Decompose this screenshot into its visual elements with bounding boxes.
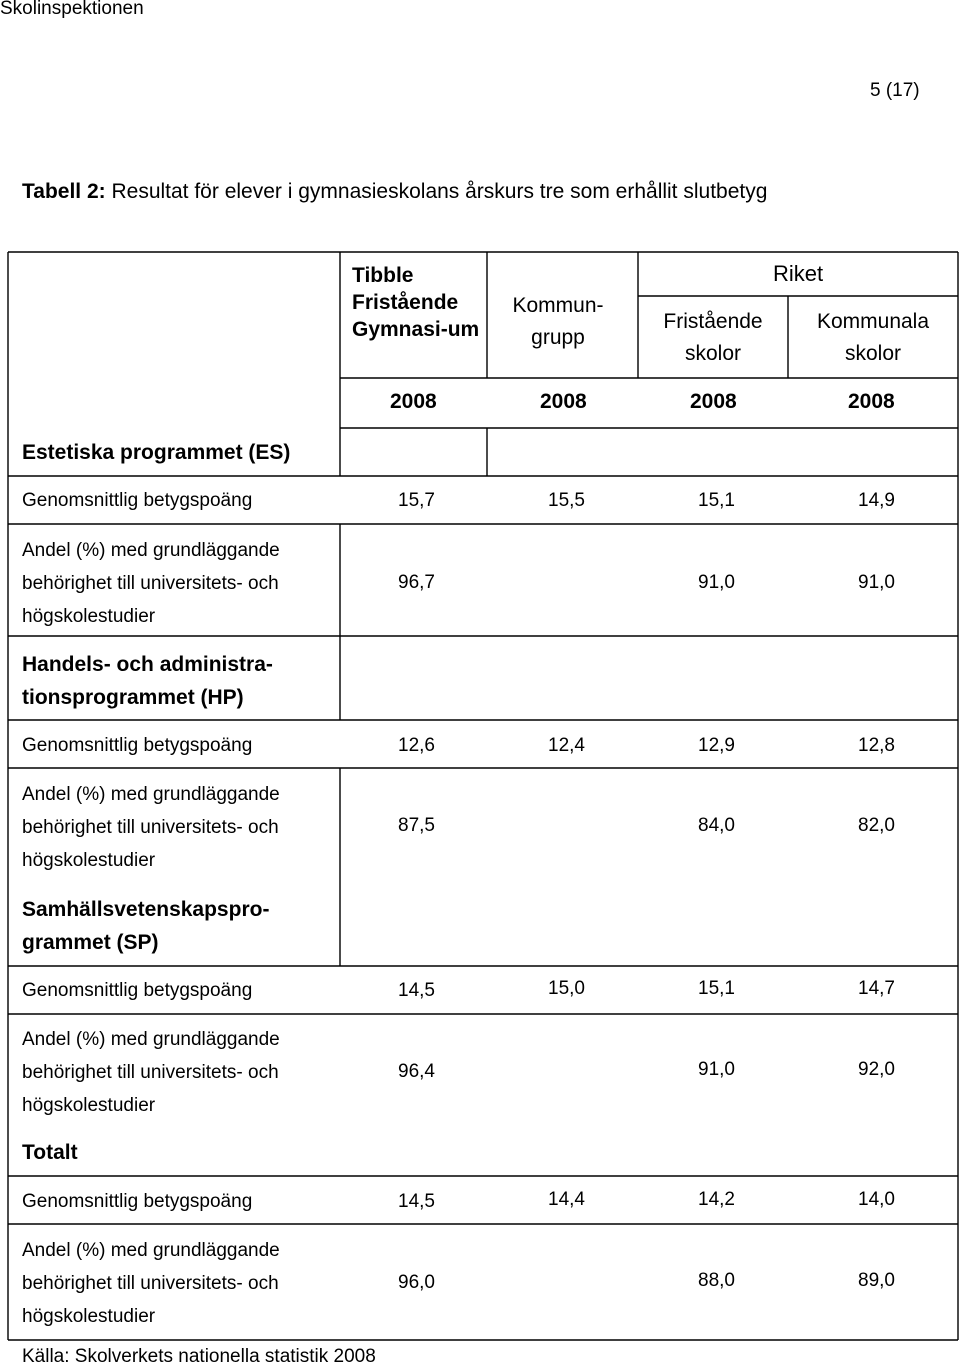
cell-value: 91,0	[698, 1059, 735, 1080]
section-title-es: Estetiska programmet (ES)	[22, 441, 291, 464]
cell-value: 15,5	[548, 490, 585, 511]
caption-label: Tabell 2:	[22, 180, 106, 203]
cell-value: 15,0	[548, 978, 585, 999]
col-header-tibble: Tibble Fristående Gymnasi-um	[352, 264, 480, 341]
page-number: 5 (17)	[870, 80, 920, 101]
row-label: Genomsnittlig betygspoäng	[22, 490, 253, 511]
cell-value: 89,0	[858, 1270, 895, 1291]
document-header: Skolinspektionen	[0, 0, 144, 19]
cell-value: 91,0	[698, 572, 735, 593]
cell-value: 91,0	[858, 572, 895, 593]
cell-value: 82,0	[858, 815, 895, 836]
cell-value: 96,0	[398, 1272, 435, 1293]
year-col-3: 2008	[690, 390, 737, 413]
col-header-kommungrupp: Kommun-grupp	[512, 294, 604, 349]
caption-text: Resultat för elever i gymnasieskolans år…	[105, 180, 768, 203]
year-col-1: 2008	[390, 390, 437, 413]
row-label: Andel (%) med grundläggande behörighet t…	[22, 540, 280, 627]
row-label: Genomsnittlig betygspoäng	[22, 1191, 253, 1212]
cell-value: 15,1	[698, 978, 735, 999]
cell-value: 12,8	[858, 735, 895, 756]
source-note: Källa: Skolverkets nationella statistik …	[22, 1346, 376, 1367]
cell-value: 96,7	[398, 572, 435, 593]
cell-value: 14,0	[858, 1189, 895, 1210]
cell-value: 14,5	[398, 1191, 435, 1212]
cell-value: 15,1	[698, 490, 735, 511]
cell-value: 12,9	[698, 735, 735, 756]
cell-value: 14,4	[548, 1189, 585, 1210]
cell-value: 14,5	[398, 980, 435, 1001]
year-col-4: 2008	[848, 390, 895, 413]
cell-value: 15,7	[398, 490, 435, 511]
section-title-totalt: Totalt	[22, 1141, 78, 1164]
cell-value: 96,4	[398, 1061, 435, 1082]
year-col-2: 2008	[540, 390, 587, 413]
col-header-riket: Riket	[772, 261, 824, 286]
cell-value: 14,9	[858, 490, 895, 511]
cell-value: 12,4	[548, 735, 585, 756]
section-title-hp: Handels- och administra-tionsprogrammet …	[22, 653, 273, 709]
row-label: Andel (%) med grundläggande behörighet t…	[22, 784, 280, 871]
row-label: Genomsnittlig betygspoäng	[22, 980, 253, 1001]
section-title-sp: Samhällsvetenskapspro-grammet (SP)	[22, 898, 270, 954]
cell-value: 92,0	[858, 1059, 895, 1080]
cell-value: 12,6	[398, 735, 435, 756]
row-label: Andel (%) med grundläggande behörighet t…	[22, 1240, 280, 1327]
row-label: Genomsnittlig betygspoäng	[22, 735, 253, 756]
col-header-kommunala: Kommunala skolor	[816, 310, 930, 365]
col-header-fristaende: Fristående skolor	[663, 310, 763, 365]
table-caption: Tabell 2: Resultat för elever i gymnasie…	[22, 175, 922, 208]
cell-value: 87,5	[398, 815, 435, 836]
row-label: Andel (%) med grundläggande behörighet t…	[22, 1029, 280, 1116]
cell-value: 14,7	[858, 978, 895, 999]
cell-value: 14,2	[698, 1189, 735, 1210]
cell-value: 84,0	[698, 815, 735, 836]
cell-value: 88,0	[698, 1270, 735, 1291]
